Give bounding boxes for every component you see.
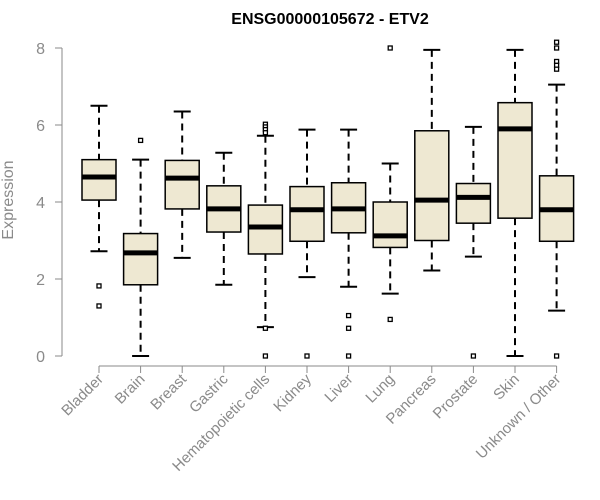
y-tick-label: 2	[36, 272, 45, 289]
chart-title: ENSG00000105672 - ETV2	[231, 11, 429, 28]
outlier-point	[262, 353, 269, 359]
y-tick-label: 6	[36, 118, 45, 135]
box-body	[497, 101, 533, 219]
box-brain	[122, 137, 159, 357]
box-skin	[497, 48, 533, 357]
y-axis: 0 2 4 6 8	[36, 41, 63, 366]
boxes-group	[81, 39, 575, 359]
outlier-point	[96, 283, 102, 289]
box-body	[372, 201, 408, 249]
box-body	[414, 130, 450, 242]
x-category-label: Prostate	[430, 371, 482, 423]
y-axis-label: Expression	[0, 160, 17, 239]
box-body	[164, 159, 200, 210]
y-tick-label: 4	[36, 195, 45, 212]
box-unknown-other	[538, 39, 575, 359]
y-tick-label: 8	[36, 41, 45, 58]
box-body	[455, 182, 492, 224]
x-category-label: Liver	[321, 371, 356, 406]
outlier-point	[345, 312, 352, 319]
box-lung	[372, 45, 408, 323]
outlier-point	[553, 66, 560, 72]
outlier-point	[137, 137, 144, 144]
x-category-label: Lung	[362, 371, 398, 407]
box-gastric	[206, 151, 242, 286]
outlier-point	[96, 303, 102, 309]
outlier-point	[262, 325, 269, 331]
box-hematopoietic-cells	[247, 121, 284, 359]
outlier-point	[553, 39, 560, 45]
outlier-point	[553, 45, 560, 51]
outlier-point	[470, 353, 477, 359]
y-tick-label: 0	[36, 349, 45, 366]
box-pancreas	[414, 48, 450, 272]
outlier-point	[304, 353, 310, 359]
outlier-point	[262, 130, 269, 136]
x-category-label: Breast	[147, 370, 190, 413]
x-category-label: Brain	[112, 371, 149, 408]
outlier-point	[387, 316, 393, 323]
box-body	[289, 185, 325, 243]
box-liver	[330, 128, 367, 359]
outlier-point	[553, 353, 560, 359]
x-category-label: Bladder	[58, 371, 107, 420]
box-body	[81, 158, 117, 201]
outlier-point	[345, 353, 352, 359]
box-bladder	[81, 104, 117, 309]
x-category-label: Kidney	[270, 370, 315, 415]
box-body	[122, 232, 159, 286]
box-body	[247, 204, 284, 255]
outlier-point	[387, 45, 393, 51]
box-kidney	[289, 128, 325, 359]
outlier-point	[345, 325, 352, 331]
box-breast	[164, 110, 200, 259]
x-category-label: Skin	[490, 371, 523, 404]
box-prostate	[455, 125, 492, 359]
